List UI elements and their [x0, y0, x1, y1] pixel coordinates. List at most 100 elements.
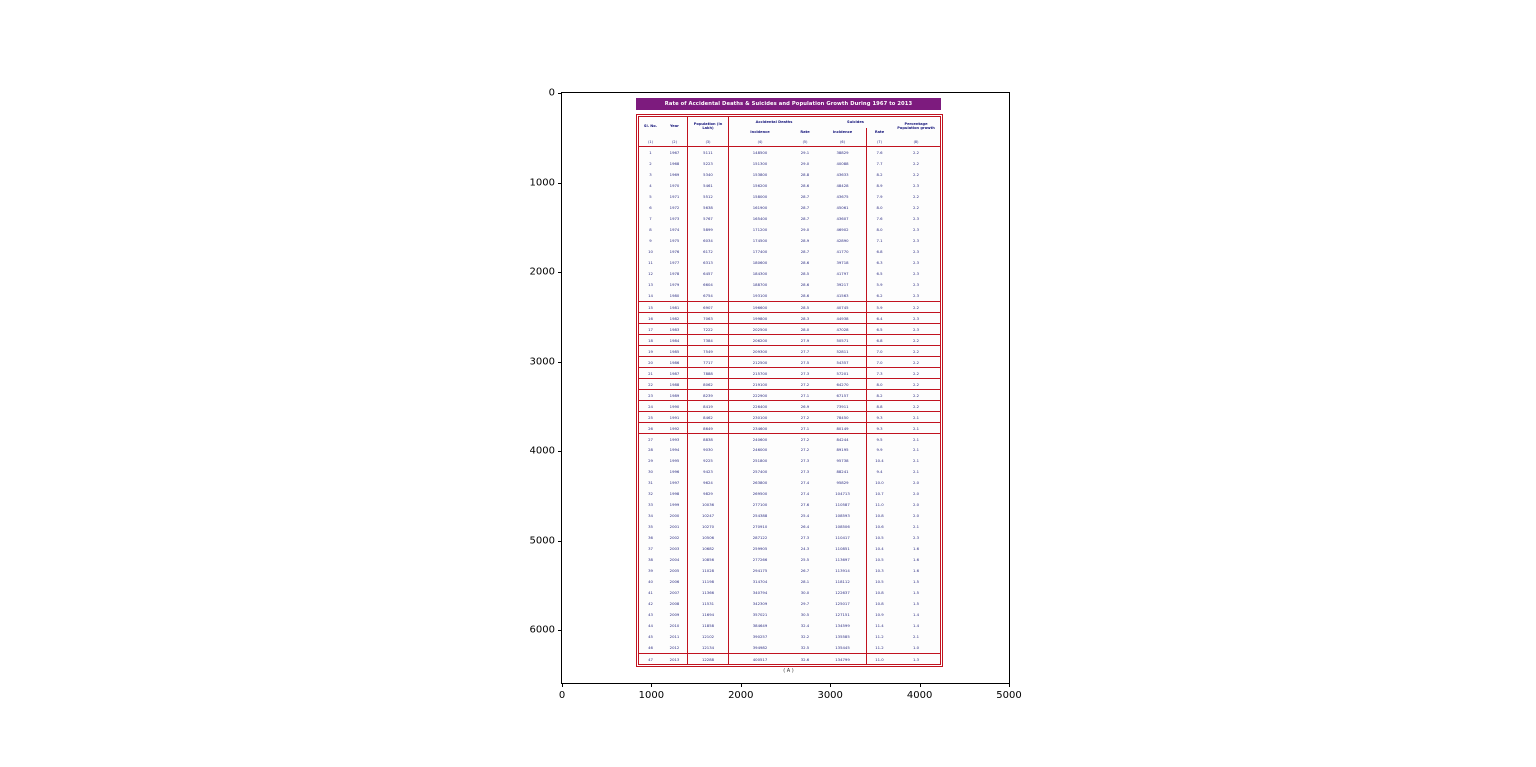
table-cell: 10.6 — [875, 524, 884, 529]
table-cell: 135585 — [819, 631, 867, 642]
table-cell: 2.0 — [912, 480, 920, 485]
x-tick-mark — [651, 683, 653, 687]
table-row: 26 1992 8649 234600 27.1 80149 9.3 2.1 — [639, 422, 940, 433]
header-sl-no: Sl. No. — [643, 124, 658, 129]
table-cell: 11694 — [688, 609, 729, 620]
table-cell: 294175 — [752, 568, 768, 573]
table-cell: 78450 — [819, 412, 867, 422]
table-cell: 28.3 — [800, 315, 810, 321]
table-cell: 9.9 — [876, 447, 883, 452]
table-cell: 29 — [648, 458, 653, 463]
table-cell: 11.0 — [875, 502, 884, 507]
table-cell: 2002 — [662, 532, 688, 543]
table-cell: 2.2 — [912, 172, 920, 177]
table-cell: 7.6 — [876, 216, 883, 221]
table-cell: 8649 — [688, 423, 729, 433]
table-cell: 11.4 — [875, 623, 884, 628]
table-cell: 52811 — [819, 346, 867, 356]
table-cell: 2.2 — [912, 150, 920, 155]
table-cell: 2003 — [662, 543, 688, 554]
table-cell: 1988 — [662, 379, 688, 389]
table-cell: 45061 — [819, 202, 867, 213]
table-cell: 314704 — [752, 579, 768, 584]
table-cell: 11531 — [688, 598, 729, 609]
table-cell: 2.1 — [912, 447, 920, 452]
table-cell: 48428 — [819, 180, 867, 191]
table-cell: 340794 — [752, 590, 768, 595]
table-cell: 27.4 — [800, 491, 810, 496]
table-cell: 40088 — [819, 158, 867, 169]
table-cell: 28.6 — [800, 183, 810, 188]
table-row: 10 1976 6172 177400 28.7 41770 6.8 2.3 — [639, 246, 940, 257]
table-cell: 7888 — [688, 368, 729, 378]
table-cell: 80149 — [819, 423, 867, 433]
table-cell: 10.7 — [875, 491, 884, 496]
table-cell: 222900 — [752, 392, 768, 398]
table-cell: 240600 — [752, 436, 768, 442]
table-cell: 2.2 — [912, 359, 920, 365]
table-cell: 2.1 — [912, 458, 920, 463]
table-cell: 7549 — [688, 346, 729, 356]
table-row: 11 1977 6313 180600 28.6 39718 6.3 2.3 — [639, 257, 940, 268]
header-year: Year — [662, 117, 688, 137]
y-tick-label: 0 — [548, 87, 555, 99]
table-cell: 27.5 — [800, 359, 810, 365]
table-cell: 277100 — [752, 502, 768, 507]
table-cell: 43607 — [819, 213, 867, 224]
table-cell: 21 — [648, 370, 653, 376]
table-cell: 2.2 — [912, 381, 920, 387]
table-cell: 9.3 — [876, 425, 883, 431]
table-cell: 1978 — [662, 268, 688, 279]
table-cell: 2.2 — [912, 403, 920, 409]
table-row: 40 2006 11198 314704 28.1 118112 10.5 1.5 — [639, 576, 940, 587]
table-cell: 2.3 — [912, 535, 920, 540]
table-cell: 38829 — [819, 147, 867, 158]
table-cell: 31 — [648, 480, 653, 485]
table-cell: 158000 — [752, 194, 768, 199]
table-cell: 8419 — [688, 401, 729, 411]
table-cell: 10247 — [688, 510, 729, 521]
table-cell: 9829 — [688, 488, 729, 499]
table-cell: 390257 — [752, 634, 768, 639]
table-cell: 113914 — [819, 565, 867, 576]
table-row: 18 1984 7384 206200 27.9 50571 6.8 2.2 — [639, 334, 940, 345]
table-cell: 39718 — [819, 257, 867, 268]
table-cell: 180600 — [752, 260, 768, 265]
table-cell: 34 — [648, 513, 653, 518]
table-cell: 28.6 — [800, 293, 810, 298]
table-cell: 43 — [648, 612, 653, 617]
y-tick-mark — [558, 361, 562, 363]
table-cell: 193100 — [752, 293, 768, 298]
table-cell: 28 — [648, 447, 653, 452]
table-cell: 16 — [648, 315, 653, 321]
table-cell: 3 — [649, 172, 652, 177]
table-cell: 10.5 — [875, 579, 884, 584]
table-cell: 2.0 — [912, 491, 920, 496]
table-cell: 1975 — [662, 235, 688, 246]
table-row: 9 1975 6034 174500 28.9 42890 7.1 2.3 — [639, 235, 940, 246]
table-cell: 2.0 — [912, 502, 920, 507]
table-cell: 165400 — [752, 216, 768, 221]
table-cell: 2.3 — [912, 315, 920, 321]
table-cell: 9.4 — [876, 469, 883, 474]
table-cell: 25.4 — [800, 513, 810, 518]
col-num-2: (2) — [662, 137, 688, 146]
table-cell: 10506 — [688, 532, 729, 543]
table-cell: 41797 — [819, 268, 867, 279]
table-cell: 118112 — [819, 576, 867, 587]
y-tick-label: 4000 — [529, 445, 555, 457]
header-acc-incidence: Incidence — [750, 129, 770, 134]
table-cell: 10.8 — [875, 590, 884, 595]
x-tick-mark — [562, 683, 563, 687]
table-row: 8 1974 5899 171200 29.0 46902 8.0 2.3 — [639, 224, 940, 235]
header-population: Population (in Lakh) — [688, 117, 729, 137]
table-row: 12 1978 6457 184300 28.5 41797 6.5 2.3 — [639, 268, 940, 279]
table-cell: 5899 — [688, 224, 729, 235]
table-cell: 27.1 — [800, 392, 810, 398]
table-row: 2 1968 5223 151300 29.0 40088 7.7 2.2 — [639, 158, 940, 169]
table-cell: 1967 — [662, 147, 688, 158]
y-tick-label: 6000 — [529, 624, 555, 636]
table-cell: 40 — [648, 579, 653, 584]
table-cell: 89195 — [819, 444, 867, 455]
table-cell: 15 — [648, 304, 653, 310]
